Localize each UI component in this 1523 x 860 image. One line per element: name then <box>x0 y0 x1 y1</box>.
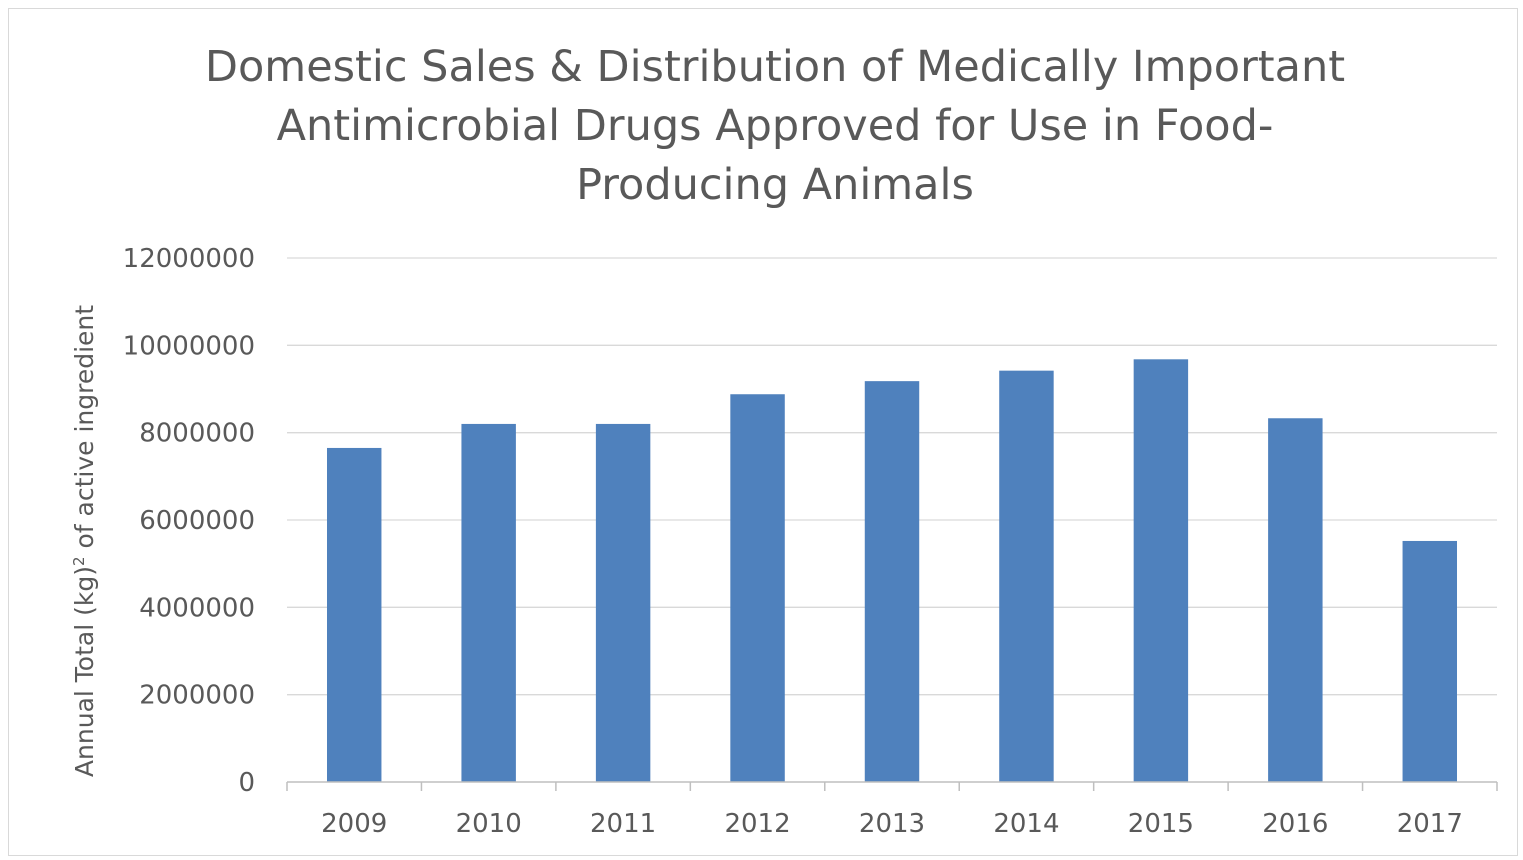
bar-2011 <box>595 423 651 782</box>
y-axis-label-superscript: 2 <box>70 556 88 566</box>
bar-2012 <box>730 394 785 782</box>
bar-2017 <box>1402 540 1458 782</box>
y-tick-label: 10000000 <box>123 331 255 361</box>
x-tick-label: 2009 <box>321 809 387 839</box>
x-tick-labels: 2009 2010 2011 2012 2013 2014 2015 2016 2017 <box>321 809 1463 839</box>
bars <box>326 359 1458 782</box>
bar-2016 <box>1268 418 1323 782</box>
x-axis <box>286 781 1498 791</box>
x-tick-label: 2013 <box>859 809 925 839</box>
y-tick-label: 8000000 <box>139 419 255 449</box>
y-tick-labels: 0 2000000 4000000 6000000 8000000 10000000 120… <box>123 244 255 798</box>
chart-title: Domestic Sales & Distribution of Medical… <box>204 42 1346 210</box>
y-tick-label: 4000000 <box>139 593 255 623</box>
x-tick-label: 2010 <box>456 809 522 839</box>
y-axis-label-main: Annual Total (kg) <box>70 566 99 777</box>
x-tick-label: 2011 <box>590 809 656 839</box>
x-tick-label: 2017 <box>1397 809 1463 839</box>
x-tick-label: 2014 <box>993 809 1059 839</box>
y-tick-label: 6000000 <box>139 506 255 536</box>
x-tick-label: 2015 <box>1128 809 1194 839</box>
y-axis-label-rest: of active ingredient <box>70 305 99 557</box>
y-tick-label: 12000000 <box>123 244 255 274</box>
bar-2015 <box>1133 359 1189 782</box>
bar-2010 <box>461 423 516 782</box>
x-tick-label: 2012 <box>724 809 790 839</box>
bar-2014 <box>999 370 1054 782</box>
y-tick-label: 0 <box>238 768 255 798</box>
x-tick-label: 2016 <box>1262 809 1328 839</box>
bar-2013 <box>864 381 920 782</box>
y-axis-label: Annual Total (kg)2 of active ingredient <box>70 305 99 777</box>
y-tick-label: 2000000 <box>139 681 255 711</box>
bar-2009 <box>326 447 382 782</box>
